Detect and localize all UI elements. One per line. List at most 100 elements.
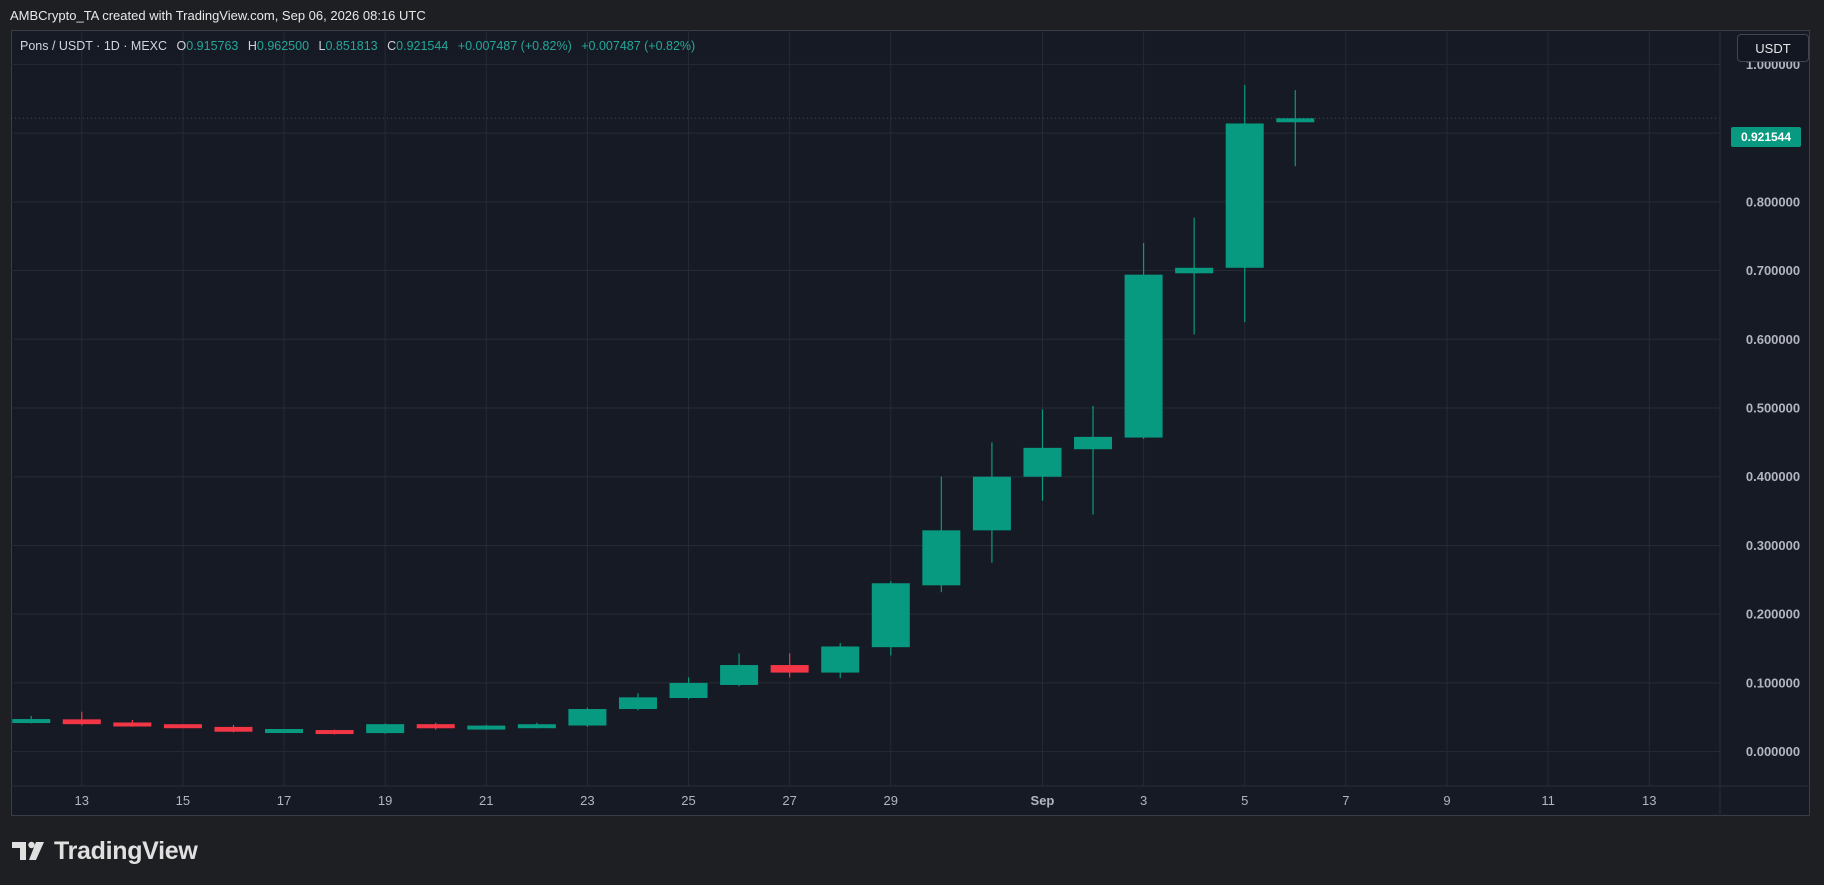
candle-body [1074,436,1113,450]
time-tick-label: 25 [681,793,695,808]
candle[interactable] [720,653,759,687]
high-value: 0.962500 [256,39,310,53]
chart-frame [11,30,1810,816]
time-tick-label: 23 [580,793,594,808]
candle-body [1175,267,1214,274]
candle-body [1023,447,1062,477]
top-bar: AMBCrypto_TA created with TradingView.co… [0,0,1824,30]
candle[interactable] [366,723,405,734]
tradingview-logo-icon [12,841,44,860]
candle-body [315,730,354,735]
candle-body [871,583,910,648]
time-tick-label: 27 [782,793,796,808]
candle[interactable] [1124,243,1163,439]
close-label: C [387,39,397,53]
candle[interactable] [1276,90,1315,167]
candle-body [416,724,455,729]
candle[interactable] [265,728,304,734]
price-tick-label: 0.300000 [1746,538,1800,553]
candle-body [1225,123,1264,268]
close-value: 0.921544 [396,39,449,53]
price-tick-label: 0.400000 [1746,469,1800,484]
candle[interactable] [568,707,607,727]
time-tick-label: 3 [1140,793,1147,808]
time-tick-label: 9 [1443,793,1450,808]
candle-body [163,724,202,729]
grid-lines [11,30,1720,786]
candle[interactable] [972,442,1011,563]
candle[interactable] [1074,405,1113,515]
symbol-legend: Pons / USDT · 1D · MEXC O0.915763 H0.962… [20,39,695,53]
time-tick-label: 21 [479,793,493,808]
time-tick-label: 13 [1642,793,1656,808]
candle-body [265,729,304,734]
price-tick-label: 0.700000 [1746,263,1800,278]
open-value: 0.915763 [186,39,239,53]
price-tick-label: 0.100000 [1746,675,1800,690]
currency-button[interactable]: USDT [1737,34,1809,62]
candle[interactable] [12,715,51,724]
chart-credit: AMBCrypto_TA created with TradingView.co… [10,8,426,23]
time-tick-label: 11 [1541,793,1555,808]
candle-body [214,726,253,732]
candle-body [12,719,51,724]
low-value: 0.851813 [325,39,378,53]
price-tick-label: 0.800000 [1746,194,1800,209]
candle[interactable] [618,693,657,711]
candle[interactable] [821,643,860,679]
candle[interactable] [517,722,556,729]
candle[interactable] [163,724,202,729]
brand-name: TradingView [54,836,198,865]
change-value: +0.007487 (+0.82%) [457,39,572,53]
candle-body [366,724,405,734]
change-value-secondary: +0.007487 (+0.82%) [581,39,696,53]
price-tick-label: 0.200000 [1746,607,1800,622]
candle-body [113,722,152,727]
candle[interactable] [416,722,455,730]
time-tick-label: 5 [1241,793,1248,808]
price-tick-label: 0.500000 [1746,401,1800,416]
low-label: L [318,39,326,53]
candle-body [1124,274,1163,438]
candle-body [821,646,860,673]
candle-body [618,697,657,710]
time-axis: 13 15 17 19 21 23 25 27 29 Sep 3 5 7 9 11 13 [75,793,1657,808]
candle-body [62,719,101,725]
candle-body [467,725,506,730]
time-tick-label: 29 [884,793,898,808]
candle-body [568,709,607,726]
candle[interactable] [871,581,910,656]
time-tick-label: Sep [1031,793,1055,808]
candle-body [770,665,809,673]
price-tick-label: 0.000000 [1746,744,1800,759]
price-tick-label: 0.600000 [1746,332,1800,347]
candle[interactable] [1225,84,1264,323]
candle[interactable] [669,677,708,700]
candle[interactable] [1023,409,1062,501]
time-tick-label: 13 [75,793,89,808]
symbol-name[interactable]: Pons / USDT · 1D · MEXC [20,39,168,53]
time-tick-label: 19 [378,793,392,808]
candle[interactable] [315,729,354,735]
candles [11,84,1720,735]
candle[interactable] [214,724,253,733]
candle[interactable] [770,653,809,678]
candle-body [922,530,961,586]
candle[interactable] [113,720,152,727]
candle[interactable] [62,711,101,726]
candle[interactable] [1175,217,1214,335]
candle-body [720,665,759,685]
time-tick-label: 15 [176,793,190,808]
time-tick-label: 7 [1342,793,1349,808]
candlestick-chart[interactable]: 1.0000000.9000000.8000000.7000000.600000… [11,30,1810,816]
last-price-label: 0.921544 [1731,127,1801,147]
candle-body [1276,118,1315,123]
candle-body [972,476,1011,531]
candle-body [517,724,556,729]
time-tick-label: 17 [277,793,291,808]
candle[interactable] [467,724,506,730]
tradingview-brand[interactable]: TradingView [12,834,198,868]
high-label: H [247,39,257,53]
open-label: O [176,39,187,53]
candle[interactable] [922,476,961,593]
